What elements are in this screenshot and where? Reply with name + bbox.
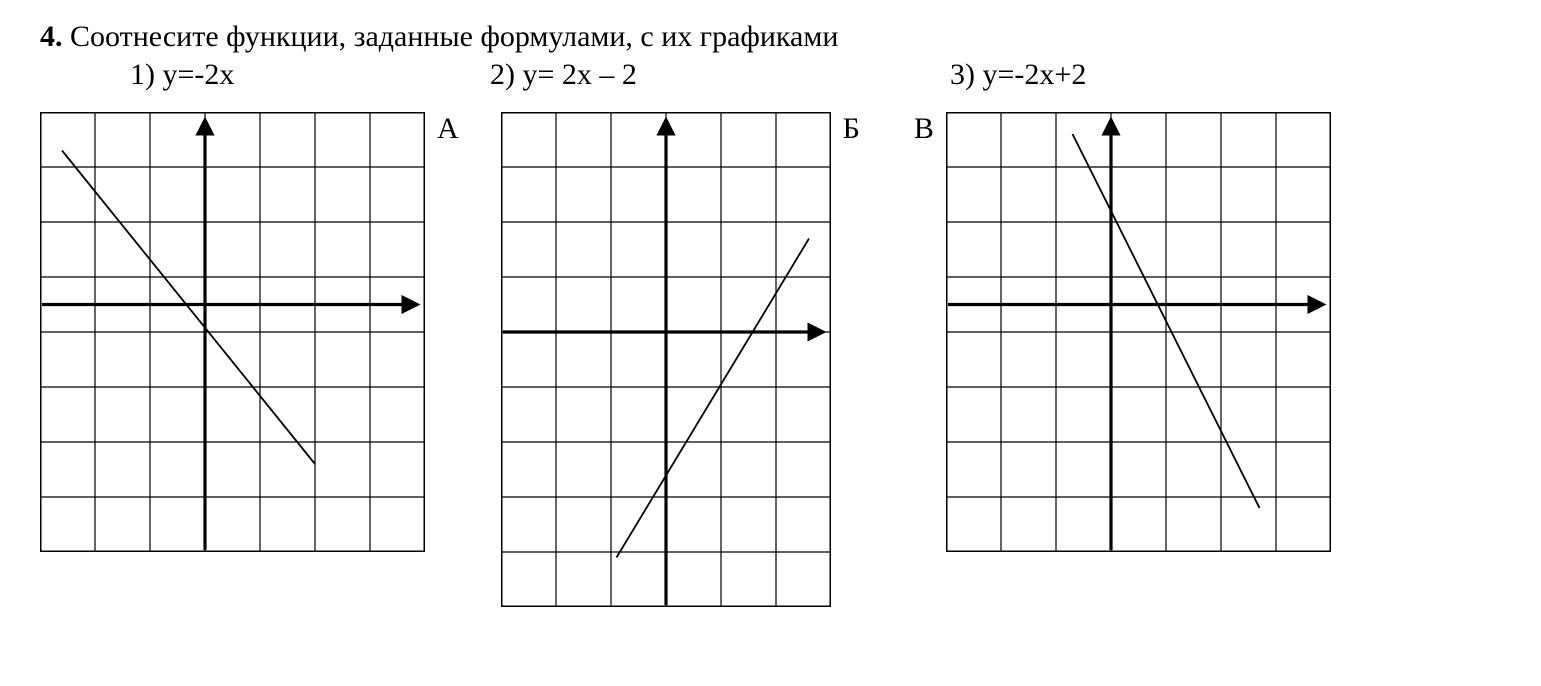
graph-b (501, 112, 831, 607)
graph-label-b: Б (843, 112, 860, 146)
formula-1: 1) y=-2x (130, 58, 490, 92)
graphs-row: А Б В (40, 112, 1501, 607)
problem-number: 4. (40, 20, 63, 53)
graph-block-b: Б (501, 112, 872, 607)
graph-block-a: А (40, 112, 471, 552)
graph-label-v: В (914, 112, 934, 146)
formula-3: 3) y=-2x+2 (950, 58, 1086, 92)
formula-2: 2) y= 2x – 2 (490, 58, 950, 92)
problem-text: Соотнесите функции, заданные формулами, … (70, 20, 838, 53)
formula-list: 1) y=-2x 2) y= 2x – 2 3) y=-2x+2 (40, 58, 1501, 92)
graph-v (946, 112, 1331, 552)
graph-a (40, 112, 425, 552)
problem-header: 4. Соотнесите функции, заданные формулам… (40, 20, 1501, 54)
graph-block-v: В (902, 112, 1331, 552)
graph-label-a: А (437, 112, 459, 146)
